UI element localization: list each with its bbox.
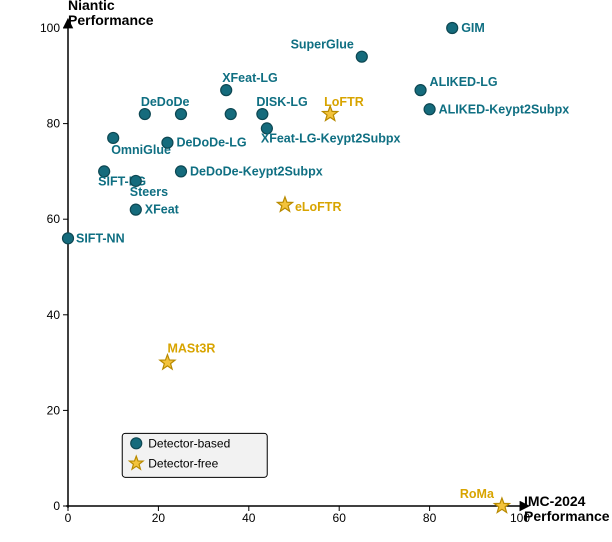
point-based: [108, 132, 119, 143]
legend-label: Detector-free: [148, 456, 218, 470]
y-axis-title: Niantic Performance: [68, 0, 154, 29]
x-tick-label: 40: [242, 511, 256, 525]
point-label: DeDoDe: [141, 95, 190, 109]
y-tick-label: 100: [40, 21, 60, 35]
point-label: SuperGlue: [291, 38, 354, 52]
point-label: MASt3R: [167, 342, 215, 356]
x-tick-label: 60: [333, 511, 347, 525]
point-label: ALIKED-LG: [430, 75, 498, 89]
x-tick-label: 20: [152, 511, 166, 525]
point-based: [221, 85, 232, 96]
point-free: [160, 355, 175, 369]
y-tick-label: 0: [53, 499, 60, 513]
point-label: SIFT-NN: [76, 231, 125, 245]
legend-marker-circle: [131, 438, 142, 449]
point-based: [415, 85, 426, 96]
point-label: DISK-LG: [256, 95, 307, 109]
point-label: Steers: [130, 185, 168, 199]
y-tick-label: 80: [47, 117, 61, 131]
point-label: RoMa: [460, 487, 495, 501]
x-tick-label: 0: [65, 511, 72, 525]
point-based: [225, 109, 236, 120]
point-label: XFeat: [145, 203, 180, 217]
legend-label: Detector-based: [148, 436, 230, 450]
point-based: [176, 109, 187, 120]
x-tick-label: 80: [423, 511, 437, 525]
point-label: XFeat-LG-Keypt2Subpx: [261, 131, 401, 145]
point-based: [356, 51, 367, 62]
point-label: DeDoDe-Keypt2Subpx: [190, 164, 323, 178]
point-based: [139, 109, 150, 120]
point-based: [257, 109, 268, 120]
y-tick-label: 40: [47, 308, 61, 322]
point-label: eLoFTR: [295, 200, 342, 214]
point-based: [162, 137, 173, 148]
point-based: [424, 104, 435, 115]
scatter-chart: 020406080100020406080100SIFT-NNSIFT-LGOm…: [0, 0, 612, 542]
point-free: [494, 498, 509, 512]
point-free: [277, 197, 292, 211]
y-tick-label: 20: [47, 403, 61, 417]
y-tick-label: 60: [47, 212, 61, 226]
point-label: XFeat-LG: [222, 71, 278, 85]
point-label: DeDoDe-LG: [176, 136, 246, 150]
point-label: LoFTR: [324, 95, 364, 109]
point-label: ALIKED-Keypt2Subpx: [439, 102, 570, 116]
point-based: [63, 233, 74, 244]
x-axis-title: IMC-2024 Performance: [524, 494, 610, 525]
point-based: [447, 23, 458, 34]
point-based: [176, 166, 187, 177]
point-based: [130, 204, 141, 215]
point-label: GIM: [461, 21, 485, 35]
